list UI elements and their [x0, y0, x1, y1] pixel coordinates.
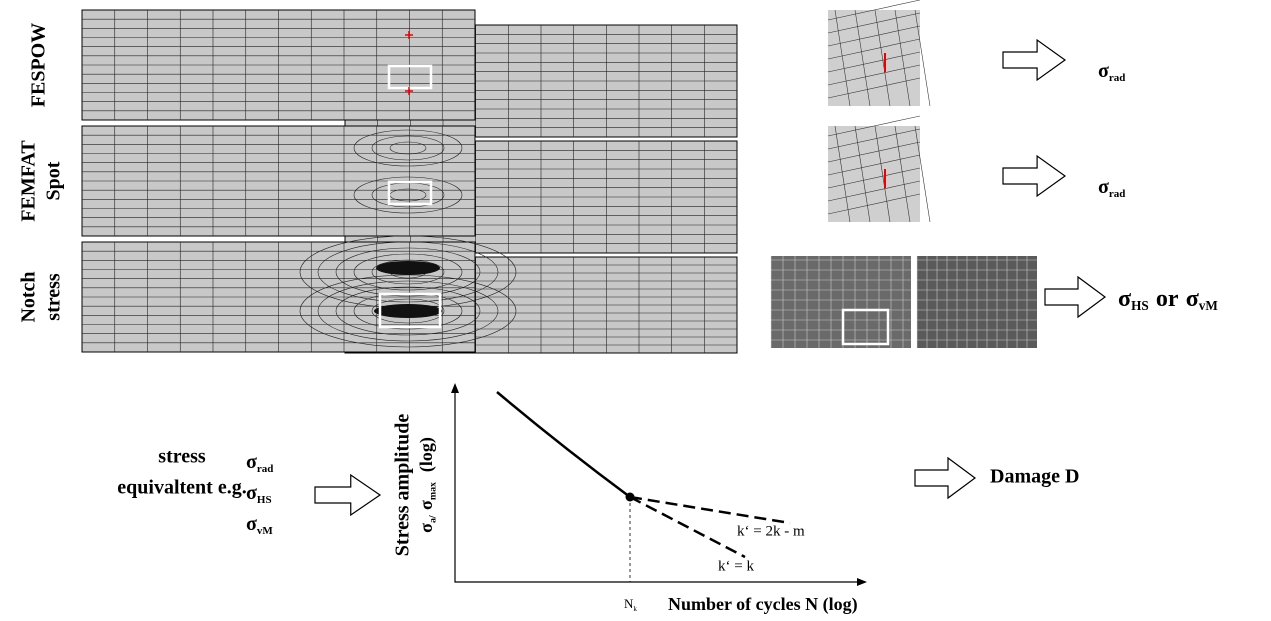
symbol: or — [1156, 286, 1179, 312]
knee-point — [626, 493, 635, 502]
detail-image — [828, 126, 920, 222]
slope-label: k‘ = 2k - m — [737, 523, 805, 539]
axes — [455, 385, 865, 582]
symbol: σ — [416, 523, 436, 533]
symbol: (log) — [416, 437, 437, 477]
slope-label: k‘ = k — [718, 558, 754, 574]
subscript: vM — [1199, 298, 1219, 313]
row-label: FESPOW — [28, 23, 50, 107]
formula: σHS — [246, 482, 272, 506]
arrow — [315, 475, 380, 515]
detail-image — [828, 10, 920, 106]
input-label: equivaltent e.g. — [117, 477, 246, 499]
sn-curve — [497, 392, 630, 497]
row-label: Notch — [18, 271, 40, 322]
subscript: rad — [257, 463, 274, 475]
formula: σrad — [1098, 60, 1125, 84]
mesh-dense — [374, 304, 442, 318]
subscript: HS — [257, 494, 272, 506]
symbol: σ — [246, 513, 257, 535]
arrow — [1003, 156, 1065, 196]
formula: σa/σmax (log) — [416, 437, 439, 533]
subscript: vM — [257, 525, 274, 537]
axis-arrow — [857, 578, 867, 586]
x-label: Number of cycles N (log) — [668, 594, 858, 615]
formula: Nk — [624, 596, 637, 613]
subscript: max — [428, 482, 439, 500]
symbol: σ — [1098, 176, 1109, 198]
symbol: σ — [246, 451, 257, 473]
subscript: HS — [1131, 298, 1149, 313]
row-label: stress — [43, 273, 65, 321]
y-label: Stress amplitude — [392, 414, 414, 557]
row-label: Spot — [43, 161, 65, 200]
formula: σrad — [1098, 176, 1125, 200]
formula: σvM — [246, 513, 273, 537]
formula: σrad — [246, 451, 273, 475]
subscript: rad — [1109, 188, 1126, 200]
symbol: σ — [1118, 286, 1131, 312]
output-label: Damage D — [990, 466, 1079, 488]
arrow — [915, 458, 975, 498]
axis-arrow — [451, 383, 459, 393]
page: stress equivaltent e.g. Stress amplitude… — [0, 0, 1271, 621]
input-label: stress — [158, 446, 206, 468]
symbol: σ — [1186, 286, 1199, 312]
arrow — [1003, 40, 1065, 80]
symbol: σ — [1098, 60, 1109, 82]
subscript: rad — [1109, 72, 1126, 84]
diagram: stress equivaltent e.g. Stress amplitude… — [0, 0, 1271, 621]
subscript: k — [633, 605, 637, 613]
symbol: σ — [246, 482, 257, 504]
subscript: a/ — [428, 515, 439, 523]
symbol: σ — [416, 500, 436, 510]
arrow — [1045, 277, 1105, 317]
row-label: FEMFAT — [18, 140, 40, 222]
mesh-dense — [376, 261, 440, 275]
